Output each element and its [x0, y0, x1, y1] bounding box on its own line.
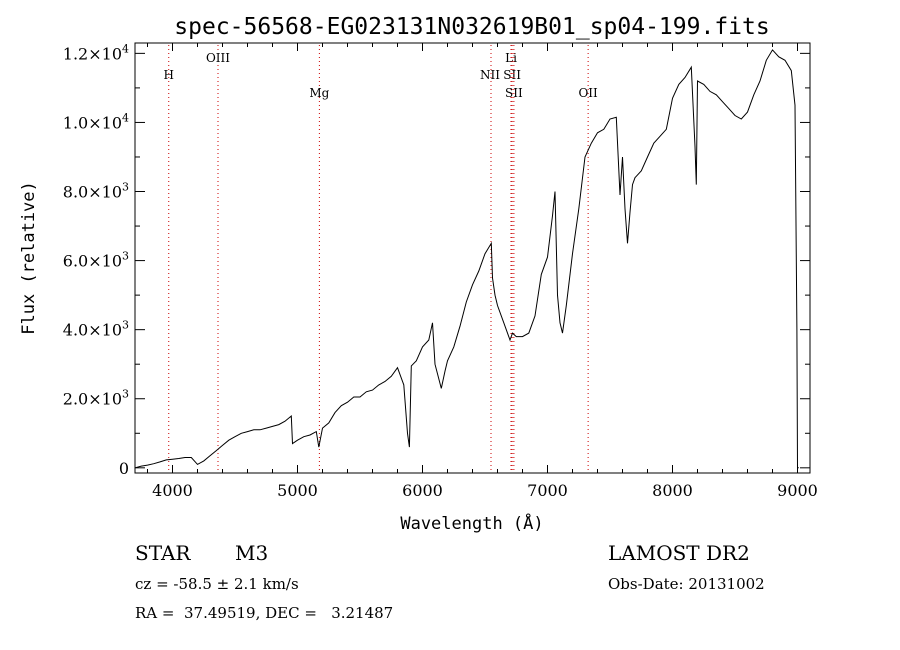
y-axis: 0 2.0×103 4.0×103 6.0×103 8.0×103 1.0×104 1.2×… [63, 42, 810, 478]
x-tick-label: 8000 [652, 481, 693, 500]
y-axis-label: Flux (relative) [19, 181, 39, 335]
obs-date: Obs-Date: 20131002 [608, 575, 765, 593]
y-tick-label: 6.0×103 [63, 250, 129, 271]
chart-title: spec-56568-EG023131N032619B01_sp04-199.f… [174, 14, 769, 40]
x-tick-label: 7000 [527, 481, 568, 500]
x-axis-label: Wavelength (Å) [400, 512, 543, 534]
x-tick-label: 4000 [152, 481, 193, 500]
object-class: STAR [135, 541, 191, 565]
survey-name: LAMOST DR2 [608, 541, 750, 565]
x-tick-label: 5000 [277, 481, 318, 500]
line-label-nii: NII [480, 68, 500, 82]
y-tick-label: 1.2×104 [63, 42, 129, 63]
y-tick-label: 1.0×104 [63, 111, 129, 132]
emission-line-markers: H OIII Mg NII Li SII SII OII [164, 45, 598, 473]
line-label-h: H [164, 68, 174, 82]
line-label-oiii: OIII [206, 51, 230, 65]
y-tick-label: 8.0×103 [63, 181, 129, 202]
line-label-sii: SII [503, 68, 521, 82]
x-tick-label: 9000 [777, 481, 818, 500]
line-label-oii: OII [578, 86, 598, 100]
y-tick-label: 2.0×103 [63, 388, 129, 409]
plot-frame [134, 42, 811, 474]
x-tick-label: 6000 [402, 481, 443, 500]
y-tick-label: 0 [119, 459, 129, 478]
line-label-sii: SII [505, 86, 523, 100]
redshift-readout: cz = -58.5 ± 2.1 km/s [135, 575, 299, 593]
spectrum-series [134, 49, 799, 469]
x-axis: 4000 5000 6000 7000 8000 9000 [147, 43, 818, 500]
line-label-li: Li [505, 51, 517, 65]
line-label-mg: Mg [309, 86, 329, 100]
coordinates: RA = 37.49519, DEC = 3.21487 [135, 604, 394, 622]
object-subclass: M3 [235, 541, 269, 565]
y-tick-label: 4.0×103 [63, 319, 129, 340]
